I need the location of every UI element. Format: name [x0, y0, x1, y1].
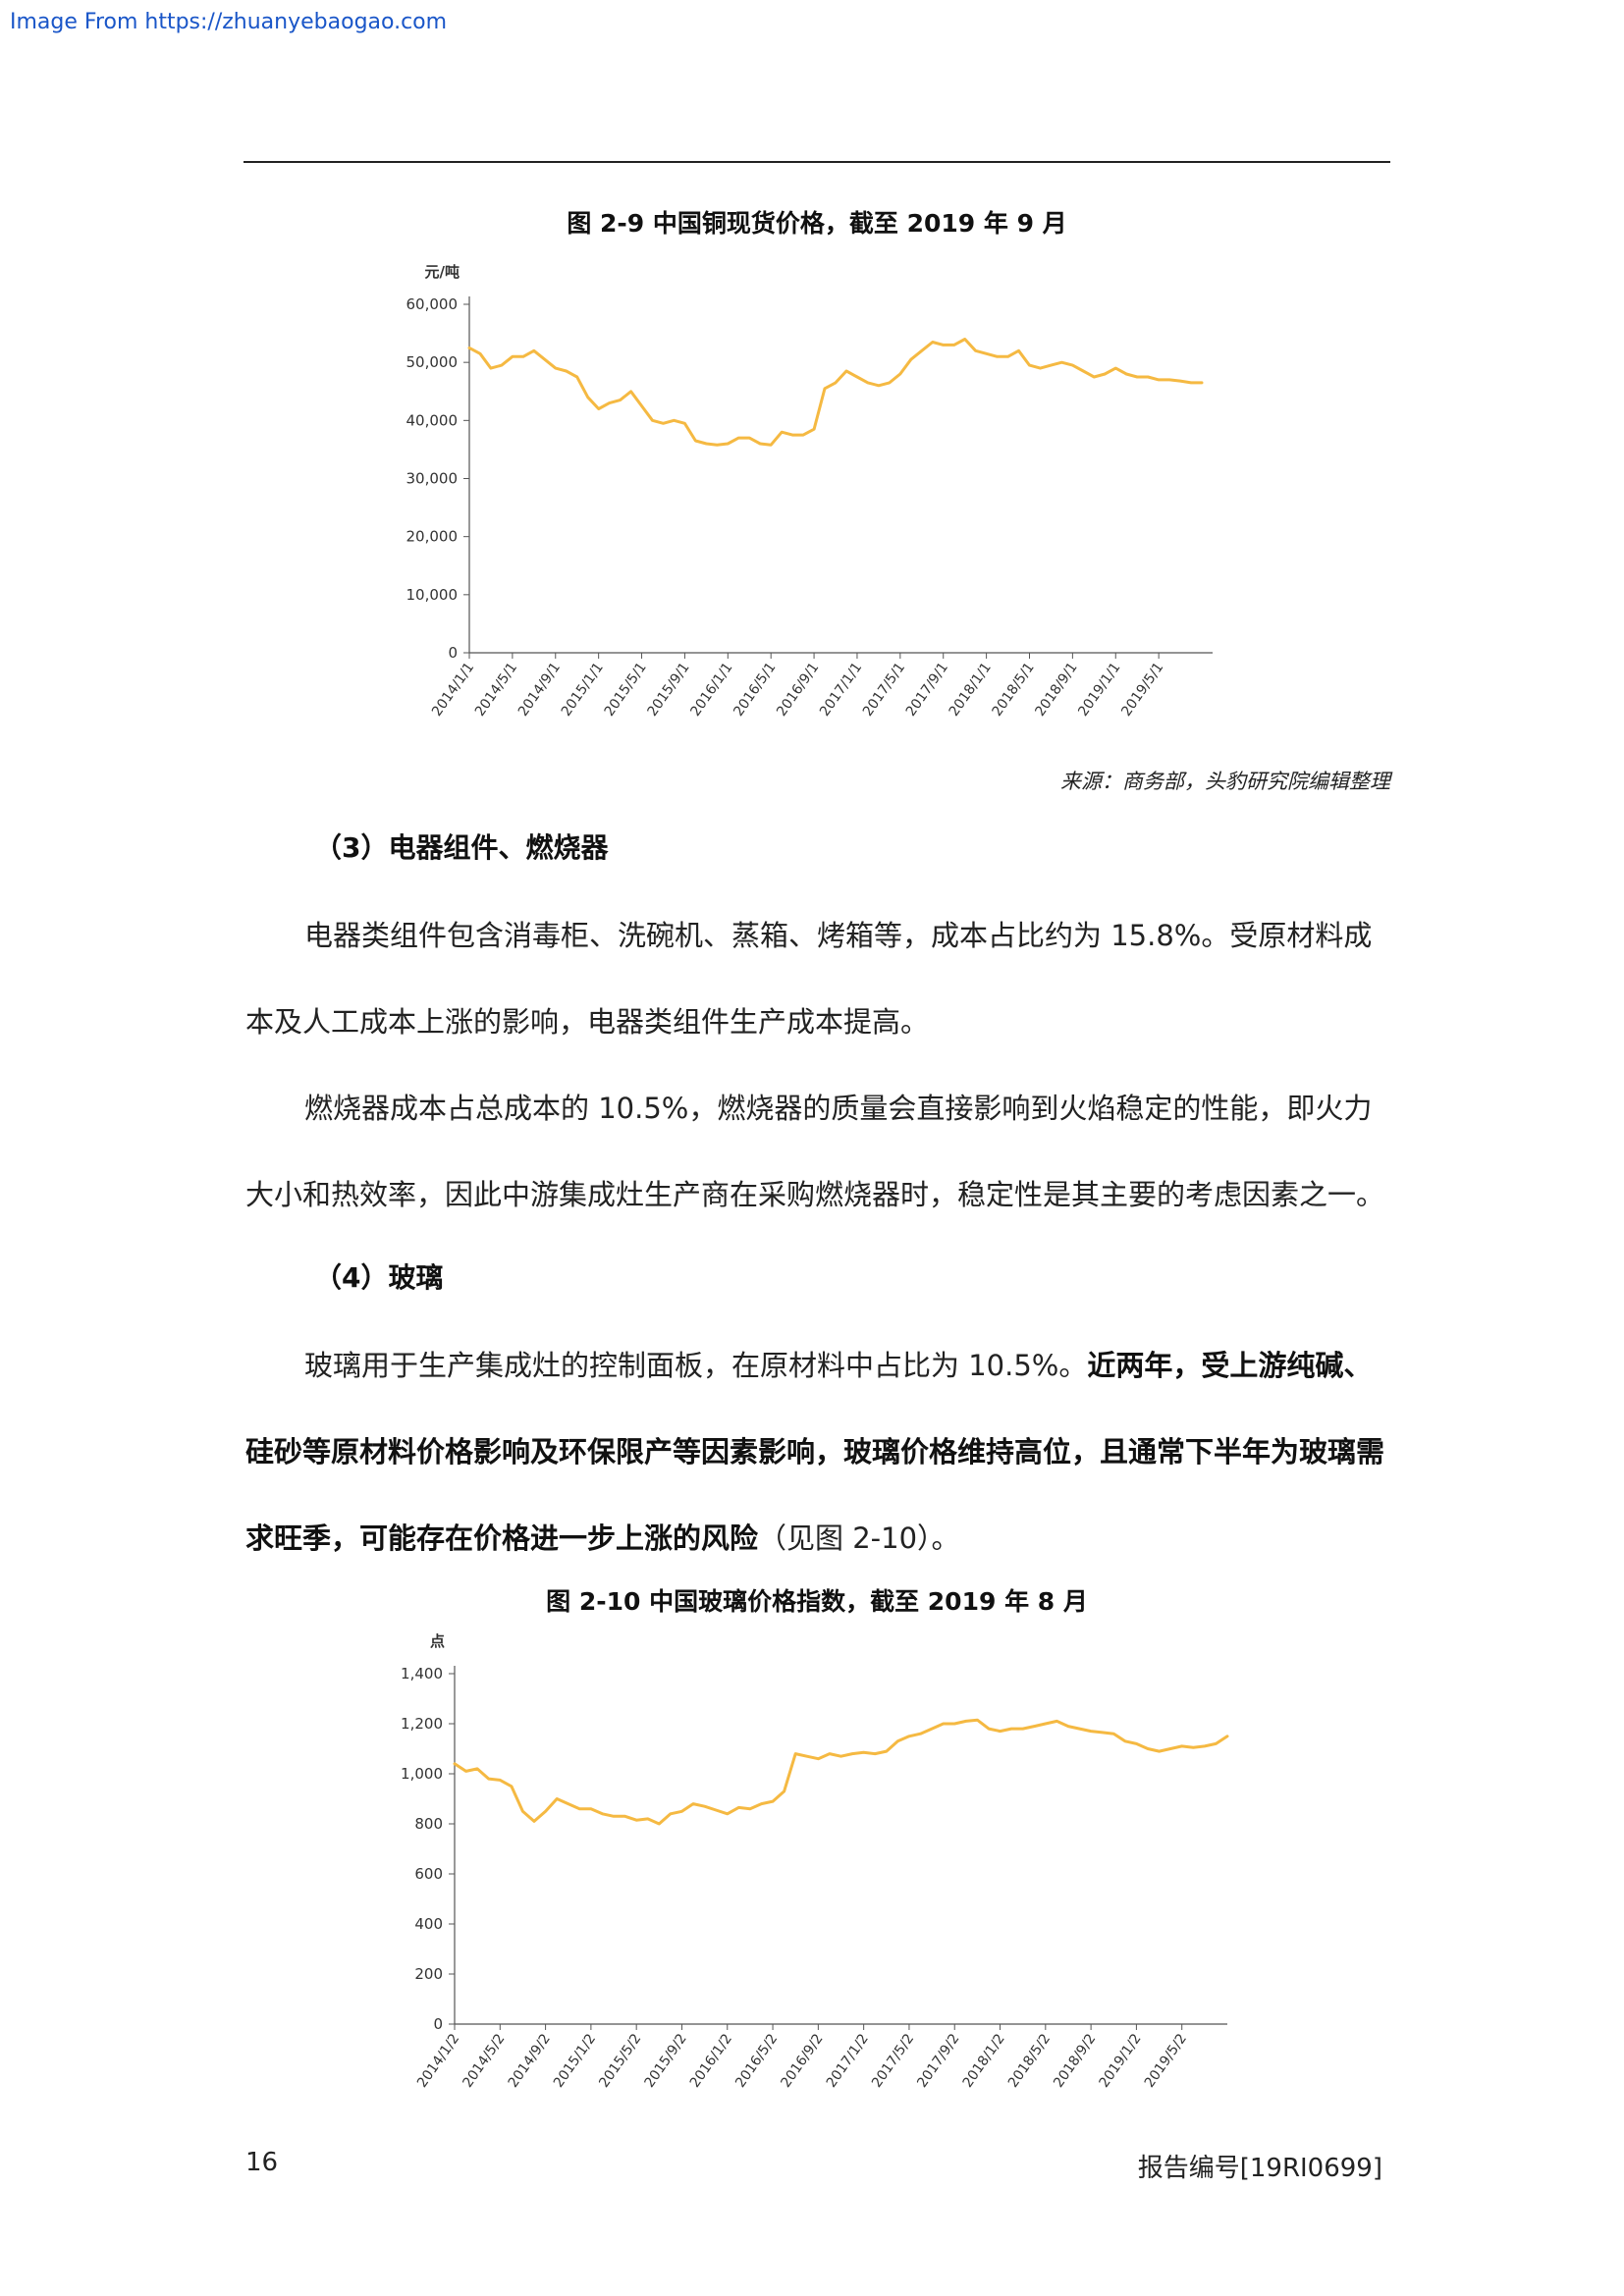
section-3-paragraph-2-line-1: 燃烧器成本占总成本的 10.5%，燃烧器的质量会直接影响到火焰稳定的性能，即火力 — [304, 1092, 1373, 1125]
copper-chart-x-tick-label: 2015/9/1 — [645, 660, 693, 720]
glass-chart-y-tick-label: 600 — [414, 1865, 443, 1883]
figure-2-title: 图 2-10 中国玻璃价格指数，截至 2019 年 8 月 — [546, 1587, 1088, 1616]
glass-chart-x-tick-label: 2019/5/2 — [1142, 2031, 1190, 2091]
copper-chart-x-tick-label: 2016/1/1 — [687, 660, 735, 720]
copper-chart-x-tick-label: 2017/1/1 — [817, 660, 865, 720]
copper-chart-series-line — [467, 338, 1204, 447]
copper-chart-y-tick-label: 20,000 — [406, 528, 459, 546]
copper-chart-y-tick-label: 30,000 — [406, 470, 459, 488]
copper-chart-y-tick-label: 60,000 — [406, 295, 459, 313]
section-3-heading: （3）电器组件、燃烧器 — [314, 831, 609, 864]
glass-chart-x-tick-label: 2014/9/2 — [506, 2031, 554, 2091]
section-3-paragraph-1-line-1: 电器类组件包含消毒柜、洗碗机、蒸箱、烤箱等，成本占比约为 15.8%。受原材料成 — [304, 919, 1373, 952]
glass-chart-x-tick-label: 2016/9/2 — [778, 2031, 826, 2091]
glass-chart-x-tick-label: 2014/5/2 — [460, 2031, 508, 2091]
glass-chart-x-tick-label: 2018/5/2 — [1005, 2031, 1054, 2091]
glass-chart-x-tick-label: 2015/1/2 — [551, 2031, 599, 2091]
glass-chart-y-tick-label: 400 — [414, 1915, 443, 1933]
source-link[interactable]: Image From https://zhuanyebaogao.com — [10, 10, 448, 34]
copper-chart-x-tick-label: 2014/9/1 — [515, 660, 564, 720]
section-4-paragraph-line-3: 求旺季，可能存在价格进一步上涨的风险（见图 2-10）。 — [245, 1516, 960, 1557]
section-4-line-2-bold: 硅砂等原材料价格影响及环保限产等因素影响，玻璃价格维持高位，且通常下半年为玻璃需 — [245, 1435, 1385, 1468]
copper-chart-x-tick-label: 2016/9/1 — [774, 660, 822, 720]
figure-1-source: 来源：商务部，头豹研究院编辑整理 — [1060, 770, 1390, 793]
glass-chart-y-tick-label: 1,400 — [401, 1665, 443, 1682]
section-4-line-1-bold: 近两年，受上游纯碱、 — [1087, 1349, 1373, 1382]
section-3-paragraph-1-line-2: 本及人工成本上涨的影响，电器类组件生产成本提高。 — [245, 1005, 930, 1039]
glass-chart-y-tick-label: 800 — [414, 1815, 443, 1833]
header-rule — [244, 161, 1390, 163]
copper-chart-x-tick-label: 2019/5/1 — [1118, 660, 1166, 720]
copper-chart-y-unit-label: 元/吨 — [425, 263, 460, 281]
copper-chart-x-tick-label: 2017/5/1 — [860, 660, 908, 720]
report-number: 报告编号[19RI0699] — [1137, 2154, 1382, 2183]
copper-chart-x-tick-label: 2018/1/1 — [947, 660, 995, 720]
section-4-line-1-normal: 玻璃用于生产集成灶的控制面板，在原材料中占比为 10.5%。 — [304, 1349, 1088, 1382]
copper-chart-y-tick-label: 40,000 — [406, 411, 459, 429]
copper-chart-y-tick-label: 10,000 — [406, 586, 459, 604]
glass-chart-y-tick-label: 1,000 — [401, 1765, 443, 1783]
glass-chart-y-unit-label: 点 — [430, 1632, 445, 1650]
copper-chart-x-tick-label: 2015/1/1 — [559, 660, 607, 720]
copper-chart-x-tick-label: 2014/5/1 — [472, 660, 520, 720]
section-4-paragraph-line-2: 硅砂等原材料价格影响及环保限产等因素影响，玻璃价格维持高位，且通常下半年为玻璃需 — [245, 1429, 1384, 1470]
copper-chart-x-tick-label: 2017/9/1 — [903, 660, 951, 720]
figure-1-title: 图 2-9 中国铜现货价格，截至 2019 年 9 月 — [567, 209, 1067, 238]
page-number: 16 — [245, 2148, 279, 2177]
glass-chart-series-line — [453, 1718, 1229, 1826]
glass-chart-x-tick-label: 2018/9/2 — [1051, 2031, 1099, 2091]
glass-chart-x-tick-label: 2015/5/2 — [596, 2031, 644, 2091]
copper-chart-x-tick-label: 2015/5/1 — [602, 660, 650, 720]
copper-chart-x-tick-label: 2018/9/1 — [1032, 660, 1080, 720]
copper-chart-x-tick-label: 2018/5/1 — [990, 660, 1038, 720]
glass-chart-x-tick-label: 2017/5/2 — [869, 2031, 917, 2091]
copper-chart-x-tick-label: 2016/5/1 — [731, 660, 779, 720]
section-4-paragraph-line-1: 玻璃用于生产集成灶的控制面板，在原材料中占比为 10.5%。近两年，受上游纯碱、 — [304, 1343, 1372, 1384]
section-4-line-3-normal: （见图 2-10）。 — [758, 1522, 960, 1555]
section-4-heading: （4）玻璃 — [314, 1261, 444, 1294]
copper-chart-x-tick-label: 2019/1/1 — [1075, 660, 1123, 720]
glass-chart-x-tick-label: 2016/1/2 — [687, 2031, 735, 2091]
glass-chart-x-tick-label: 2017/1/2 — [824, 2031, 872, 2091]
glass-chart-x-tick-label: 2014/1/2 — [414, 2031, 462, 2091]
copper-chart-y-tick-label: 50,000 — [406, 353, 459, 371]
copper-chart-x-tick-label: 2014/1/1 — [429, 660, 477, 720]
copper-chart-y-tick-label: 0 — [448, 644, 458, 662]
glass-chart-x-tick-label: 2015/9/2 — [642, 2031, 690, 2091]
glass-chart-y-tick-label: 200 — [414, 1965, 443, 1983]
glass-chart-y-tick-label: 0 — [433, 2015, 443, 2033]
glass-chart-x-tick-label: 2019/1/2 — [1097, 2031, 1145, 2091]
copy-price-chart: 元/吨 0 10,000 20,000 30,000 40,000 50,000 60,000… — [406, 263, 1213, 720]
glass-chart-x-tick-label: 2016/5/2 — [732, 2031, 781, 2091]
section-4-line-3-bold: 求旺季，可能存在价格进一步上涨的风险 — [245, 1522, 759, 1555]
glass-chart-x-tick-label: 2018/1/2 — [960, 2031, 1008, 2091]
glass-chart-y-tick-label: 1,200 — [401, 1715, 443, 1733]
glass-chart-x-tick-label: 2017/9/2 — [914, 2031, 962, 2091]
glass-price-index-chart: 点02004006008001,0001,2001,4002014/1/2201… — [401, 1632, 1229, 2091]
section-3-paragraph-2-line-2: 大小和热效率，因此中游集成灶生产商在采购燃烧器时，稳定性是其主要的考虑因素之一。 — [245, 1178, 1385, 1211]
